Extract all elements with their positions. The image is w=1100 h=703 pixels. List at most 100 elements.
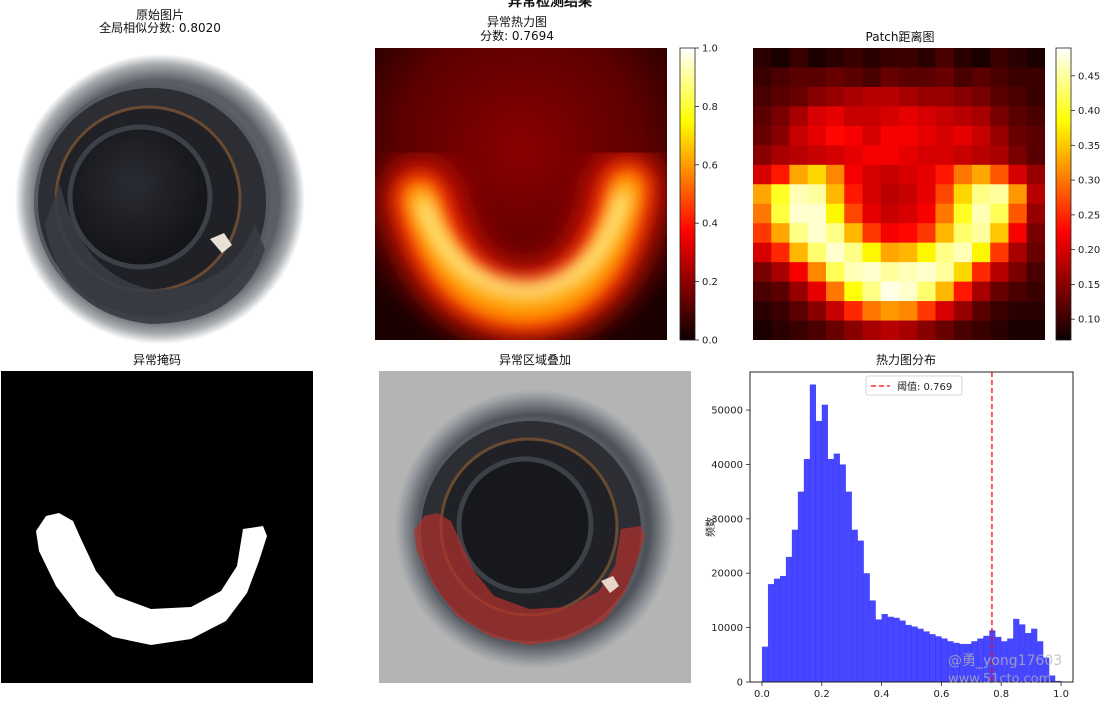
patch-cell [771, 301, 790, 321]
patch-cell [935, 281, 955, 302]
patch-cell [753, 125, 772, 146]
y-axis-label: 频数 [704, 517, 717, 537]
patch-cell [990, 223, 1009, 243]
colorbar-tick-label: 0.8 [702, 102, 718, 113]
patch-cell [899, 67, 918, 88]
patch-cell [844, 301, 863, 321]
histogram-bar [797, 491, 805, 682]
patch-cell [917, 86, 936, 107]
patch-cell [844, 164, 863, 185]
patch-cell [880, 203, 900, 224]
patch-cell [899, 320, 918, 340]
colorbar-tick-label: 0.35 [1078, 141, 1100, 152]
histogram-bar [917, 628, 924, 682]
colorbar-tick-label: 0.6 [702, 160, 718, 171]
patch-cell [1008, 223, 1028, 243]
patch-cell [917, 67, 936, 88]
histogram-bar [845, 491, 852, 682]
patch-cell [990, 301, 1009, 321]
patch-cell [771, 184, 790, 205]
patch-cell [753, 145, 772, 166]
patch-cell [789, 242, 809, 263]
histogram-bar [911, 626, 918, 682]
patch-cell [935, 125, 955, 146]
histogram-bar [773, 578, 781, 682]
patch-cell [862, 67, 882, 88]
patch-cell [771, 48, 790, 68]
patch-cell [917, 106, 936, 127]
patch-cell [880, 106, 900, 127]
panel-title: 异常掩码 [132, 353, 181, 367]
patch-cell [917, 164, 936, 185]
suptitle: 异常检测结果 [508, 0, 592, 10]
patch-cell [953, 320, 973, 340]
patch-cell [844, 125, 863, 146]
patch-cell [899, 242, 918, 263]
legend-label: 阈值: 0.769 [897, 380, 952, 393]
patch-cell [826, 203, 845, 224]
patch-cell [899, 262, 918, 282]
patch-cell [899, 203, 918, 224]
histogram-bar [953, 642, 960, 682]
patch-cell [972, 242, 991, 263]
histogram-bar [893, 617, 900, 682]
patch-cell [789, 203, 809, 224]
patch-cell [990, 320, 1009, 340]
patch-cell [1008, 281, 1028, 302]
patch-cell [899, 184, 918, 205]
patch-cell [826, 48, 845, 68]
patch-cell [771, 320, 790, 340]
patch-cell [899, 164, 918, 185]
y-tick-label: 30000 [711, 514, 743, 525]
histogram-bar [821, 404, 828, 682]
patch-cell [1026, 301, 1045, 321]
patch-cell [1026, 203, 1045, 224]
patch-cell [880, 67, 900, 88]
patch-cell [990, 164, 1009, 185]
histogram-bar [809, 384, 816, 682]
patch-cell [862, 242, 882, 263]
histogram-bar [881, 614, 888, 682]
patch-cell [972, 106, 991, 127]
patch-cell [935, 262, 955, 282]
histogram-bar [863, 573, 870, 682]
patch-cell [1008, 184, 1028, 205]
histogram-bar [959, 643, 966, 682]
patch-cell [972, 48, 991, 68]
patch-cell [1008, 145, 1028, 166]
histogram-bar [1037, 641, 1044, 682]
watermark-site: www.51cto.com [948, 672, 1052, 687]
colorbar-tick-label: 0.20 [1078, 245, 1100, 256]
patch-cell [880, 184, 900, 205]
patch-cell [753, 203, 772, 224]
patch-cell [826, 86, 845, 107]
histogram-bar [1001, 641, 1008, 682]
legend-box [865, 375, 963, 396]
patch-cell [807, 320, 827, 340]
patch-cell [753, 223, 772, 243]
patch-cell [826, 164, 845, 185]
patch-cell [972, 86, 991, 107]
patch-cell [789, 125, 809, 146]
patch-cell [1008, 320, 1028, 340]
patch-cell [753, 242, 772, 263]
patch-cell [844, 48, 863, 68]
patch-cell [935, 106, 955, 127]
patch-cell [880, 242, 900, 263]
patch-cell [953, 86, 973, 107]
x-tick-label: 1.0 [1053, 689, 1069, 700]
panel-mask: 异常掩码 [0, 350, 320, 700]
patch-cell [917, 145, 936, 166]
overlay-image [379, 371, 691, 683]
patch-cell [990, 48, 1009, 68]
colorbar-tick-label: 0.45 [1078, 71, 1100, 82]
patch-cell [953, 203, 973, 224]
histogram-bar [941, 638, 948, 682]
patch-cell [826, 184, 845, 205]
histogram-bar [827, 459, 834, 682]
anomaly-heatmap [375, 48, 667, 340]
colorbar-tick-label: 0.0 [702, 336, 718, 345]
patch-cell [1008, 125, 1028, 146]
patch-cell [990, 106, 1009, 127]
panel-original: 原始图片 全局相似分数: 0.8020 [0, 0, 320, 350]
